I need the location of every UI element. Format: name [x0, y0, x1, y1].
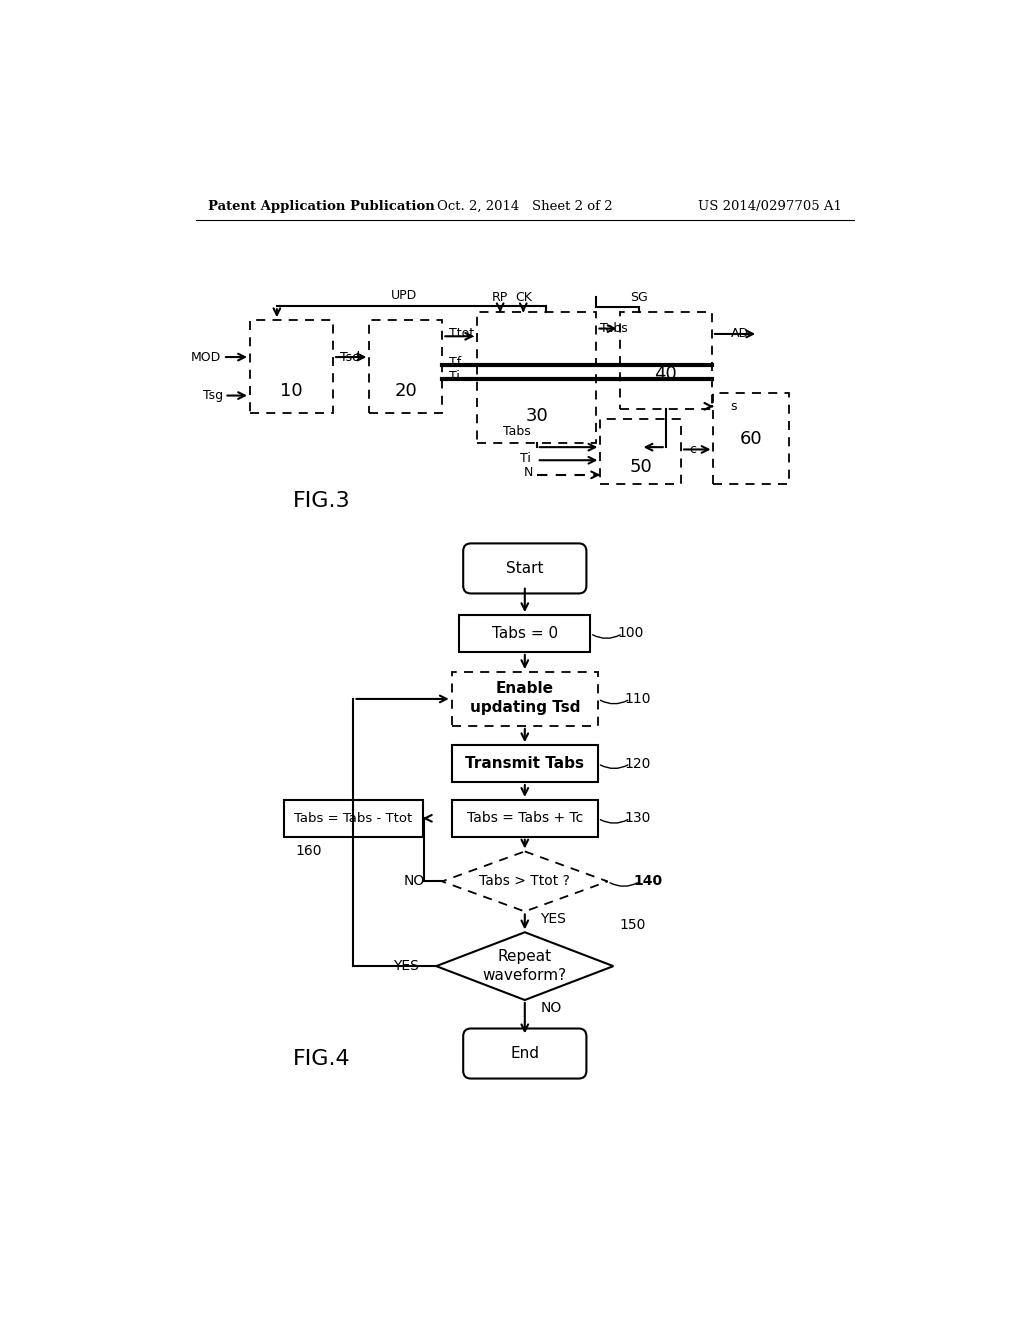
Text: s: s [730, 400, 736, 413]
Text: FIG.4: FIG.4 [293, 1049, 350, 1069]
Text: Tabs = Tabs + Tc: Tabs = Tabs + Tc [467, 812, 583, 825]
Bar [452, 672, 598, 726]
Text: N: N [523, 466, 532, 479]
Text: Tabs > Ttot ?: Tabs > Ttot ? [479, 874, 570, 888]
FancyBboxPatch shape [463, 544, 587, 594]
FancyBboxPatch shape [463, 1028, 587, 1078]
Bar [285, 800, 423, 837]
Text: 10: 10 [281, 381, 303, 400]
Text: US 2014/0297705 A1: US 2014/0297705 A1 [698, 199, 842, 213]
Text: NO: NO [403, 874, 425, 888]
Text: RP: RP [493, 290, 508, 304]
Text: Transmit Tabs: Transmit Tabs [465, 756, 585, 771]
Text: FIG.3: FIG.3 [293, 491, 350, 511]
Text: Oct. 2, 2014   Sheet 2 of 2: Oct. 2, 2014 Sheet 2 of 2 [437, 199, 612, 213]
Text: waveform?: waveform? [482, 968, 567, 983]
Bar [452, 800, 598, 837]
Text: MOD: MOD [191, 351, 221, 363]
Text: Tabs: Tabs [600, 322, 628, 335]
Text: Tabs = 0: Tabs = 0 [492, 626, 558, 642]
Text: AD: AD [731, 327, 750, 341]
Bar [250, 321, 333, 412]
Bar [460, 615, 590, 652]
Text: 40: 40 [654, 366, 677, 383]
Text: Tabs: Tabs [503, 425, 530, 438]
Bar [370, 321, 442, 412]
Bar [452, 744, 598, 781]
Bar [714, 393, 788, 484]
Text: Tf: Tf [449, 356, 461, 370]
Text: 110: 110 [625, 692, 651, 706]
Text: End: End [510, 1045, 540, 1061]
Text: UPD: UPD [391, 289, 417, 302]
Text: Ttot: Ttot [449, 327, 474, 341]
Text: Ti: Ti [449, 370, 460, 383]
Text: 150: 150 [620, 917, 646, 932]
Text: 30: 30 [525, 408, 548, 425]
Text: 60: 60 [740, 430, 763, 447]
Text: Tabs = Tabs - Ttot: Tabs = Tabs - Ttot [294, 812, 413, 825]
Text: YES: YES [541, 912, 566, 927]
Bar [620, 313, 712, 409]
Text: updating Tsd: updating Tsd [470, 700, 580, 715]
Text: NO: NO [541, 1001, 561, 1015]
Text: Enable: Enable [496, 681, 554, 697]
Text: 50: 50 [630, 458, 652, 477]
Text: Ti: Ti [520, 453, 530, 465]
Bar [477, 313, 596, 444]
Text: 20: 20 [394, 381, 417, 400]
Text: c: c [689, 444, 696, 455]
Text: Repeat: Repeat [498, 949, 552, 965]
Text: 160: 160 [296, 843, 323, 858]
Text: SG: SG [630, 290, 647, 304]
Text: Start: Start [506, 561, 544, 576]
Text: Patent Application Publication: Patent Application Publication [208, 199, 434, 213]
Text: 100: 100 [617, 627, 643, 640]
Text: 130: 130 [625, 812, 651, 825]
Text: YES: YES [393, 960, 419, 973]
Text: Tsd: Tsd [340, 351, 360, 363]
Bar [600, 418, 681, 484]
Text: Tsg: Tsg [203, 389, 223, 403]
Text: 120: 120 [625, 756, 651, 771]
Text: 140: 140 [633, 874, 663, 888]
Text: CK: CK [515, 290, 531, 304]
